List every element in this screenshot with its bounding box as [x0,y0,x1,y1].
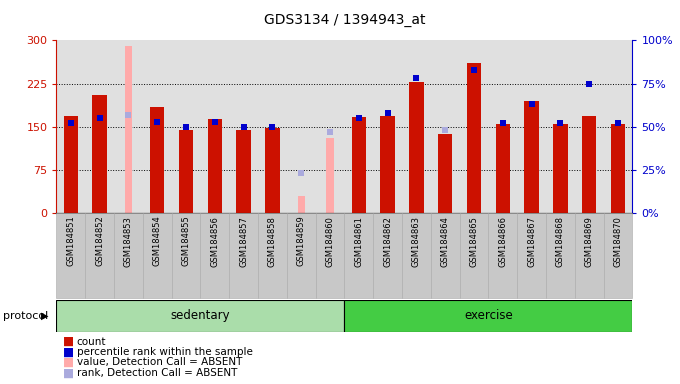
Bar [237,130,251,213]
Bar [201,213,229,298]
Bar [352,117,366,213]
Text: GSM184856: GSM184856 [210,216,220,266]
Bar [431,213,460,298]
Bar [150,107,165,213]
Text: GSM184863: GSM184863 [412,216,421,266]
Text: ■: ■ [63,356,74,369]
Text: exercise: exercise [464,310,513,322]
Bar [380,116,395,213]
Bar [438,134,452,213]
Text: GSM184859: GSM184859 [296,216,306,266]
Text: GSM184862: GSM184862 [383,216,392,266]
Bar [125,46,132,213]
Bar [258,213,287,298]
Text: GSM184869: GSM184869 [585,216,594,266]
Text: GSM184868: GSM184868 [556,216,565,266]
Bar [207,119,222,213]
Text: value, Detection Call = ABSENT: value, Detection Call = ABSENT [77,358,242,367]
Bar [460,213,488,298]
Text: GSM184853: GSM184853 [124,216,133,266]
Bar [575,213,604,298]
Bar [326,138,334,213]
Text: count: count [77,337,106,347]
Bar [85,213,114,298]
Bar [265,128,279,213]
Text: ■: ■ [63,346,74,359]
Bar [496,124,510,213]
Text: GSM184854: GSM184854 [153,216,162,266]
Bar [64,116,78,213]
Bar [517,213,546,298]
Bar [466,63,481,213]
Text: sedentary: sedentary [171,310,231,322]
Text: GSM184857: GSM184857 [239,216,248,266]
Text: percentile rank within the sample: percentile rank within the sample [77,347,253,357]
Text: GSM184865: GSM184865 [469,216,479,266]
Text: rank, Detection Call = ABSENT: rank, Detection Call = ABSENT [77,368,237,378]
Text: GSM184866: GSM184866 [498,216,507,266]
Text: ■: ■ [63,335,74,348]
Bar [298,196,305,213]
Bar [171,213,201,298]
Text: protocol: protocol [3,311,49,321]
Bar [409,82,424,213]
Text: ▶: ▶ [41,311,48,321]
Bar [287,213,316,298]
Bar [240,167,248,213]
Bar [114,213,143,298]
Text: GSM184851: GSM184851 [67,216,75,266]
Text: GSM184858: GSM184858 [268,216,277,266]
Bar [611,124,625,213]
Text: GSM184860: GSM184860 [326,216,335,266]
Bar [402,213,431,298]
Bar [373,213,402,298]
Text: GSM184864: GSM184864 [441,216,449,266]
Bar [546,213,575,298]
Bar [554,124,568,213]
Bar [56,213,85,298]
Bar [488,213,517,298]
Bar [179,130,193,213]
Text: GSM184861: GSM184861 [354,216,363,266]
Bar [604,213,632,298]
Bar [344,300,632,332]
Bar [229,213,258,298]
Bar [316,213,344,298]
Text: ■: ■ [63,366,74,379]
Bar [56,300,344,332]
Bar [524,101,539,213]
Text: GSM184855: GSM184855 [182,216,190,266]
Text: GDS3134 / 1394943_at: GDS3134 / 1394943_at [264,13,425,27]
Text: GSM184852: GSM184852 [95,216,104,266]
Bar [582,116,596,213]
Text: GSM184867: GSM184867 [527,216,536,266]
Bar [143,213,171,298]
Text: GSM184870: GSM184870 [613,216,622,266]
Bar [92,95,107,213]
Bar [344,213,373,298]
